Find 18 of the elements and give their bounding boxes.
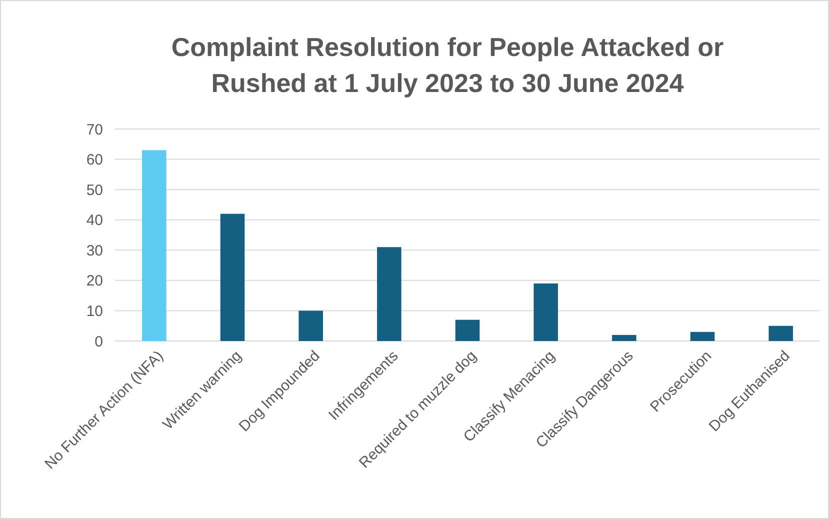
y-tick-label: 10 (86, 302, 103, 320)
bar (534, 283, 558, 341)
y-tick-label: 70 (86, 121, 103, 138)
y-tick-label: 0 (94, 333, 103, 350)
y-tick-label: 60 (86, 152, 103, 169)
bar (690, 332, 715, 341)
bar (220, 214, 245, 341)
y-tick-label: 40 (86, 212, 103, 230)
y-tick-label: 50 (86, 182, 103, 199)
bar (768, 326, 793, 341)
bar (377, 247, 402, 341)
bar (455, 320, 480, 341)
y-tick-label: 20 (86, 272, 103, 290)
bar (298, 310, 323, 341)
y-tick-label: 30 (86, 242, 103, 260)
bar (142, 150, 166, 341)
bar (612, 334, 636, 341)
chart-title: Complaint Resolution for People Attacked or Rushed at 1 July 2023 to 30 June 2024 (171, 32, 724, 98)
